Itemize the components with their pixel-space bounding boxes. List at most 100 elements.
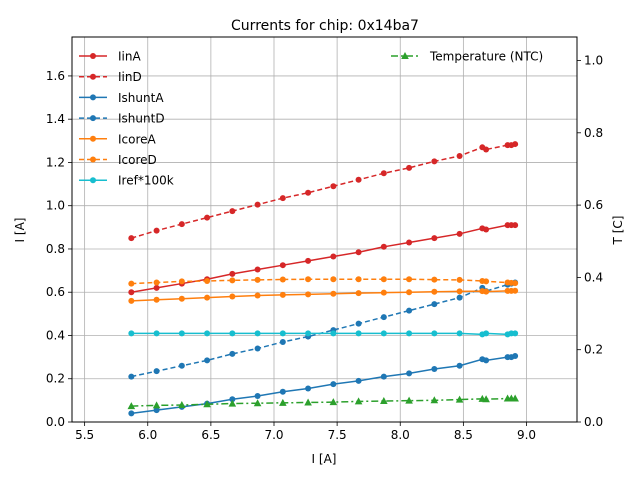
data-point xyxy=(254,276,261,283)
x-tick-label: 7.0 xyxy=(264,428,283,442)
x-tick-label: 5.5 xyxy=(75,428,94,442)
data-point xyxy=(483,146,490,153)
data-point xyxy=(127,402,136,410)
y2-tick-label: 0.2 xyxy=(584,343,603,357)
data-point xyxy=(229,293,236,300)
data-point xyxy=(512,330,519,337)
data-point xyxy=(279,195,286,202)
data-point xyxy=(483,226,490,233)
data-point xyxy=(229,277,236,284)
data-point xyxy=(355,330,362,337)
data-point xyxy=(431,276,438,283)
data-point xyxy=(229,350,236,357)
data-point xyxy=(512,280,519,287)
data-point xyxy=(483,357,490,364)
data-point xyxy=(153,227,160,234)
data-point xyxy=(431,288,438,295)
data-point xyxy=(406,276,413,283)
chart-title: Currents for chip: 0x14ba7 xyxy=(231,18,419,34)
data-point xyxy=(406,330,413,337)
data-point xyxy=(229,270,236,277)
legend-entry: IcoreD xyxy=(79,153,157,167)
data-point xyxy=(406,370,413,377)
x-tick-label: 6.5 xyxy=(201,428,220,442)
data-point xyxy=(279,330,286,337)
x-tick-label: 7.5 xyxy=(328,428,347,442)
data-point xyxy=(153,407,160,414)
data-point xyxy=(380,314,387,321)
data-point xyxy=(178,401,186,409)
data-point xyxy=(279,262,286,269)
data-point xyxy=(204,277,211,284)
legend-marker xyxy=(90,73,96,80)
data-point xyxy=(456,152,463,159)
data-point xyxy=(228,399,237,407)
y2-axis-ticks: 0.0 0.2 0.4 0.6 0.8 1.0 xyxy=(577,53,603,429)
data-point xyxy=(128,330,135,337)
data-point xyxy=(405,396,413,404)
data-point xyxy=(305,276,312,283)
data-point xyxy=(456,362,463,369)
data-point xyxy=(204,294,211,301)
legend-left: IinA IinD IshuntA IshuntD IcoreA IcoreD Iref*1… xyxy=(79,50,174,188)
data-point xyxy=(254,292,261,299)
data-point xyxy=(253,399,262,407)
data-point xyxy=(152,401,161,409)
data-point xyxy=(279,398,287,406)
legend-entry: IinA xyxy=(79,50,141,64)
x-axis-label: I [A] xyxy=(312,452,337,466)
data-point xyxy=(330,276,337,283)
series-iref-100k xyxy=(128,330,519,338)
data-point xyxy=(128,297,135,304)
data-point xyxy=(128,289,135,296)
data-point xyxy=(305,291,312,298)
data-point xyxy=(456,230,463,237)
data-point xyxy=(512,353,519,360)
y-axis-label: I [A] xyxy=(13,218,27,243)
data-point xyxy=(305,385,312,392)
legend-label: IshuntA xyxy=(118,91,164,105)
data-point xyxy=(178,278,185,285)
series-iind xyxy=(128,141,519,242)
x-axis-ticks: 5.5 6.0 6.5 7.0 7.5 8.0 8.5 9.0 xyxy=(75,422,536,442)
data-point xyxy=(406,239,413,246)
legend-entry: Iref*100k xyxy=(79,174,174,188)
data-point xyxy=(456,288,463,295)
data-point xyxy=(406,164,413,171)
y2-tick-label: 0.0 xyxy=(584,415,603,429)
data-point xyxy=(512,141,519,148)
series-icored xyxy=(128,276,519,287)
data-point xyxy=(380,170,387,177)
y-tick-label: 0.4 xyxy=(46,328,65,342)
data-point xyxy=(203,400,211,408)
y-axis-ticks: 0.0 0.2 0.4 0.6 0.8 1.0 1.2 1.4 1.6 xyxy=(46,69,72,429)
series-layer xyxy=(127,141,519,417)
y2-tick-label: 0.8 xyxy=(584,126,603,140)
legend-marker xyxy=(90,115,96,122)
legend-marker xyxy=(90,156,96,163)
data-point xyxy=(330,290,337,297)
data-point xyxy=(355,176,362,183)
data-point xyxy=(431,366,438,373)
x-tick-label: 8.0 xyxy=(391,428,410,442)
data-point xyxy=(305,330,312,337)
data-point xyxy=(178,221,185,228)
data-point xyxy=(254,345,261,352)
data-point xyxy=(204,214,211,221)
data-point xyxy=(229,208,236,215)
data-point xyxy=(330,253,337,260)
data-point xyxy=(305,189,312,196)
data-point xyxy=(355,290,362,297)
data-point xyxy=(355,377,362,384)
data-point xyxy=(380,276,387,283)
data-point xyxy=(254,266,261,273)
legend-entry: IcoreA xyxy=(79,132,157,146)
data-point xyxy=(279,291,286,298)
data-point xyxy=(254,201,261,208)
data-point xyxy=(153,296,160,303)
data-point xyxy=(380,289,387,296)
data-point xyxy=(431,301,438,308)
series-temperature-ntc- xyxy=(127,394,519,410)
